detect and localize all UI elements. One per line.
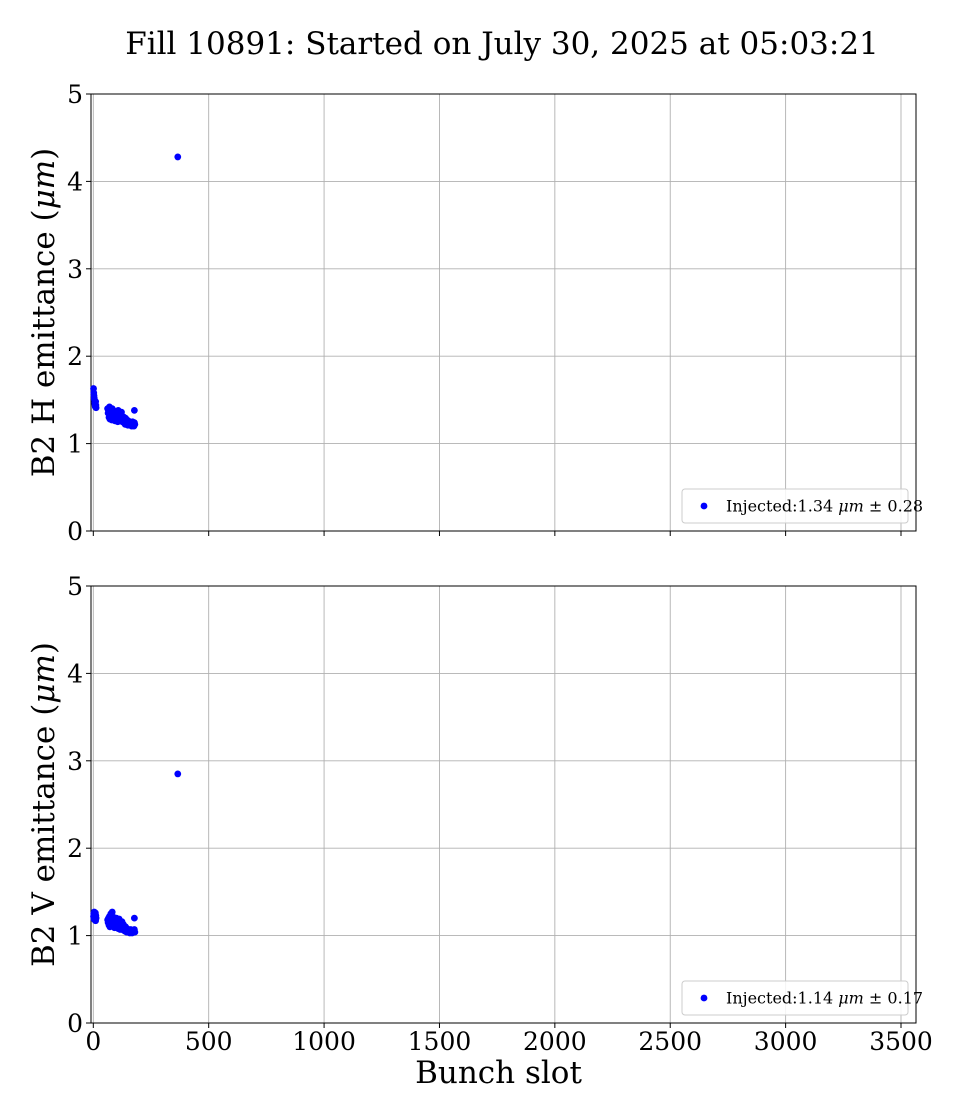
x-axis-label: Bunch slot xyxy=(415,1055,582,1091)
legend: Injected:1.14 μm ± 0.17 xyxy=(681,980,923,1016)
x-tick-label: 3000 xyxy=(754,1027,818,1056)
y-tick-label: 1 xyxy=(67,430,83,459)
y-axis-label-suffix: ) xyxy=(26,642,62,654)
data-point xyxy=(92,404,100,412)
x-tick-label: 0 xyxy=(85,1027,101,1056)
y-axis-label-prefix: B2 V emittance ( xyxy=(26,704,62,967)
panel-b2-v-emittance: 0 500 1000 1500 2000 2500 3000 3500 0 1 2 3 4 5 B2 V e… xyxy=(26,572,933,1091)
figure-title: Fill 10891: Started on July 30, 2025 at … xyxy=(125,26,879,62)
y-tick-label: 0 xyxy=(67,1009,83,1038)
x-tick-label: 500 xyxy=(185,1027,233,1056)
y-axis-label-unit: μm xyxy=(26,160,62,210)
y-tick-label: 5 xyxy=(67,572,83,601)
x-tick-label: 1500 xyxy=(408,1027,472,1056)
plot-frame xyxy=(90,585,917,1024)
data-point xyxy=(108,908,116,916)
legend-box xyxy=(681,980,909,1016)
data-point xyxy=(131,420,139,428)
data-point xyxy=(174,153,182,161)
legend-label: Injected:1.14 μm ± 0.17 xyxy=(726,989,923,1008)
legend-label-unit: μm xyxy=(838,497,864,516)
y-tick-label: 4 xyxy=(67,167,83,196)
y-tick-label: 3 xyxy=(67,747,83,776)
y-axis-label: B2 H emittance (μm) xyxy=(26,148,62,478)
y-tick-label: 4 xyxy=(67,659,83,688)
x-tick-label: 2000 xyxy=(523,1027,587,1056)
y-axis-label: B2 V emittance (μm) xyxy=(26,642,62,967)
data-point xyxy=(130,914,138,922)
legend-marker xyxy=(700,994,708,1002)
legend-label-unit: μm xyxy=(838,989,864,1008)
legend-box xyxy=(681,488,909,524)
legend-label-prefix: Injected:1.34 xyxy=(726,497,838,516)
y-tick-label: 0 xyxy=(67,517,83,546)
x-tick-label: 1000 xyxy=(292,1027,356,1056)
y-tick-label: 5 xyxy=(67,80,83,109)
legend: Injected:1.34 μm ± 0.28 xyxy=(681,488,923,524)
data-point xyxy=(174,770,182,778)
plot-frame xyxy=(90,93,917,532)
data-point xyxy=(130,406,138,414)
data-point xyxy=(131,928,139,936)
legend-label-suffix: ± 0.28 xyxy=(864,497,923,516)
legend-label: Injected:1.34 μm ± 0.28 xyxy=(726,497,923,516)
data-point xyxy=(92,914,100,922)
x-tick-label: 2500 xyxy=(638,1027,702,1056)
y-axis-label-unit: μm xyxy=(26,654,62,704)
legend-label-prefix: Injected:1.14 xyxy=(726,989,838,1008)
y-tick-label: 1 xyxy=(67,922,83,951)
y-tick-label: 2 xyxy=(67,834,83,863)
y-axis-label-prefix: B2 H emittance ( xyxy=(26,209,62,477)
y-tick-label: 3 xyxy=(67,255,83,284)
legend-marker xyxy=(700,502,708,510)
y-axis-label-suffix: ) xyxy=(26,148,62,160)
y-tick-label: 2 xyxy=(67,342,83,371)
legend-label-suffix: ± 0.17 xyxy=(864,989,923,1008)
x-tick-label: 3500 xyxy=(869,1027,933,1056)
